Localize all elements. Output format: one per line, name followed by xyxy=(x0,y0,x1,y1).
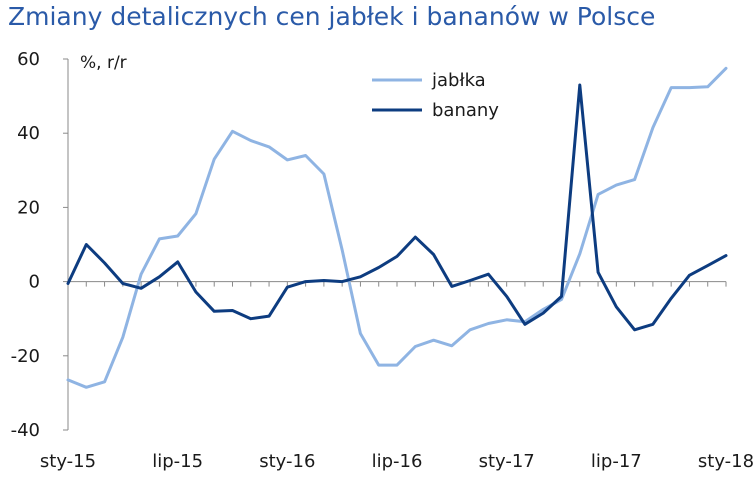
x-tick-label: sty-15 xyxy=(40,451,96,472)
x-tick-label: sty-18 xyxy=(698,451,754,472)
x-tick-label: sty-17 xyxy=(479,451,535,472)
x-tick-label: sty-16 xyxy=(259,451,315,472)
y-tick-label: -40 xyxy=(11,420,40,441)
legend: jabłka banany xyxy=(372,70,499,121)
y-tick-label: 60 xyxy=(17,49,40,70)
x-tick-label: lip-15 xyxy=(152,451,203,472)
y-tick-labels: 60 40 20 0 -20 -40 xyxy=(11,49,40,441)
y-axis-unit-label: %, r/r xyxy=(80,53,127,73)
series-line-2 xyxy=(66,83,728,332)
x-tick-label: lip-17 xyxy=(591,451,642,472)
y-tick-label: 40 xyxy=(17,123,40,144)
series-lines xyxy=(66,66,728,389)
legend-label-2: banany xyxy=(432,100,499,121)
y-tick-label: 0 xyxy=(29,272,40,293)
y-tick-label: -20 xyxy=(11,346,40,367)
x-tick-labels: sty-15 lip-15 sty-16 lip-16 sty-17 lip-17 sty-… xyxy=(40,451,754,472)
series-line-1 xyxy=(66,66,728,389)
y-tick-label: 20 xyxy=(17,197,40,218)
axes-group xyxy=(63,58,727,431)
chart-title: Zmiany detalicznych cen jabłek i bananów… xyxy=(8,2,656,31)
x-tick-label: lip-16 xyxy=(372,451,423,472)
legend-label-1: jabłka xyxy=(431,70,486,91)
